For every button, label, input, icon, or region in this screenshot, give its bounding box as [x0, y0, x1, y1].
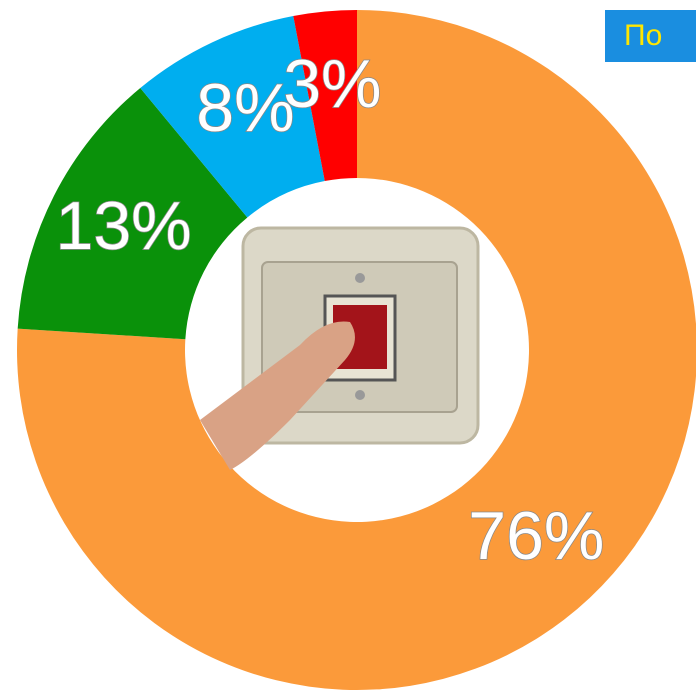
- data-label: 3%: [283, 46, 381, 122]
- chart: По 76% 13%8%3%: [0, 0, 696, 697]
- center-image: [200, 228, 478, 470]
- screw: [355, 390, 365, 400]
- data-label: 76%: [468, 498, 604, 574]
- screw: [355, 273, 365, 283]
- data-label: 8%: [196, 70, 294, 146]
- annotation: По: [624, 19, 662, 52]
- annotation-box: По: [605, 10, 696, 62]
- data-label: 13%: [56, 188, 192, 264]
- page: {"chart_data": {"type": "donut", "values…: [0, 0, 696, 697]
